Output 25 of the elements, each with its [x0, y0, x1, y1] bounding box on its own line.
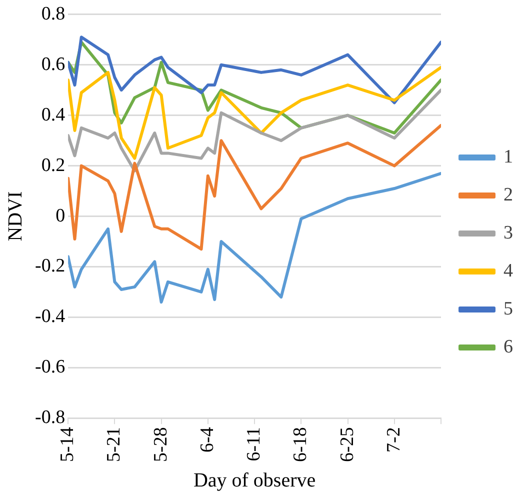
x-tick-label: 5-21: [104, 427, 125, 462]
x-tick-label: 6-4: [196, 426, 218, 452]
y-tick-label: -0.8: [35, 407, 66, 428]
x-tick-label: 5-28: [150, 427, 172, 462]
y-tick-label: 0: [56, 205, 66, 226]
x-axis-title: Day of observe: [193, 469, 316, 492]
y-tick-label: -0.4: [35, 306, 66, 328]
y-tick-label: -0.2: [35, 256, 66, 277]
x-tick-label: 6-11: [244, 427, 265, 462]
legend-label: 2: [504, 184, 513, 206]
y-axis-title: NDVI: [4, 191, 26, 242]
y-tick-label: -0.6: [35, 356, 66, 378]
legend-label: 5: [504, 298, 513, 320]
y-tick-label: 0.8: [41, 3, 66, 24]
y-tick-label: 0.4: [41, 104, 66, 126]
legend-label: 6: [504, 336, 513, 358]
legend-label: 4: [504, 260, 514, 282]
legend-label: 1: [504, 146, 513, 168]
x-tick-label: 7-2: [383, 427, 404, 452]
legend-label: 3: [504, 222, 513, 244]
y-tick-label: 0.6: [41, 54, 66, 75]
x-tick-label: 6-25: [336, 427, 358, 462]
x-tick-label: 5-14: [57, 426, 78, 462]
y-tick-label: 0.2: [41, 154, 66, 176]
x-tick-label: 6-18: [290, 427, 312, 462]
